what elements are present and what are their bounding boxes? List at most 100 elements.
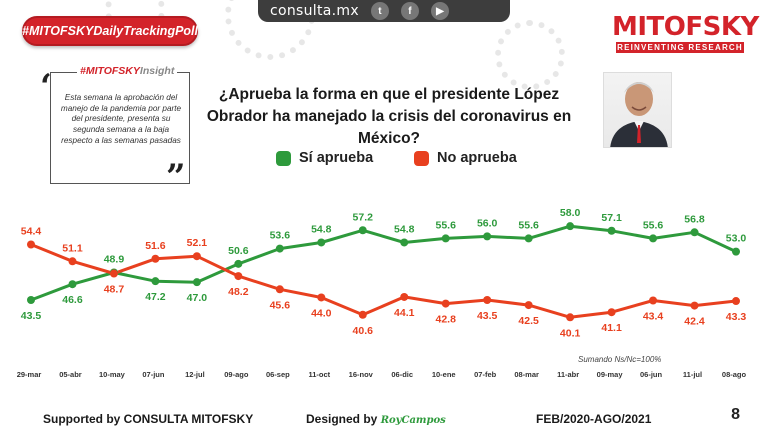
x-tick-label: 06-dic [391,370,413,379]
data-point-disapprove [607,308,616,317]
approval-line-chart: 43.5 46.6 48.9 47.2 47.0 50.6 53.6 54.8 57.2 54.8… [17,207,747,379]
x-tick-label: 08-mar [514,370,539,379]
insight-box: #MITOFSKYInsight Esta semana la aprobaci… [50,65,190,184]
data-point-approve [68,280,77,289]
data-point-disapprove [690,301,699,310]
x-tick-label: 09-ago [224,370,249,379]
insight-title: #MITOFSKYInsight [77,65,178,77]
data-label-disapprove: 40.1 [560,327,581,339]
data-point-disapprove [27,240,35,249]
data-point-disapprove [483,296,492,304]
data-label-approve: 53.0 [726,233,747,245]
data-point-disapprove [151,254,160,263]
brand-tagline: REINVENTING RESEARCH [616,42,744,53]
series-line-disapprove [30,243,737,319]
data-label-approve: 47.0 [187,292,208,304]
x-tick-label: 07-jun [142,370,165,379]
brand-name: MITOFSKY [612,12,759,42]
data-point-disapprove [109,269,118,278]
data-label-approve: 55.6 [643,219,664,231]
data-label-approve: 54.8 [394,223,415,235]
chart-title: ¿Aprueba la forma en que el presidente L… [206,86,572,147]
data-point-disapprove [441,299,450,308]
data-label-approve: 43.5 [21,310,42,322]
data-label-disapprove: 42.5 [518,315,539,327]
data-point-approve [441,234,450,243]
data-point-disapprove [192,252,201,261]
data-label-approve: 55.6 [518,219,539,231]
data-label-disapprove: 44.0 [311,307,332,319]
data-label-disapprove: 40.6 [353,325,374,337]
x-tick-label: 16-nov [349,370,374,379]
legend-label-disapprove: No aprueba [437,150,517,166]
youtube-icon[interactable]: ▶ [430,2,449,20]
site-link[interactable]: consulta.mx [270,3,359,19]
data-point-approve [690,228,699,237]
data-label-approve: 50.6 [228,245,249,257]
footer-period: FEB/2020-AGO/2021 [536,412,652,426]
data-point-approve [566,222,575,231]
data-label-disapprove: 42.4 [684,316,705,328]
data-point-approve [524,234,533,243]
x-tick-label: 06-jun [640,370,663,379]
x-tick-label: 11-abr [557,370,579,379]
data-label-disapprove: 43.4 [643,311,664,323]
x-tick-label: 11-jul [683,370,702,379]
quote-close-icon: ” [166,157,186,197]
facebook-icon[interactable]: f [400,2,419,20]
footer-supported: Supported by CONSULTA MITOFSKY [43,412,254,426]
data-point-disapprove [566,313,575,322]
x-tick-label: 07-feb [474,370,497,379]
data-label-disapprove: 52.1 [187,237,208,249]
top-bar: consulta.mx t f ▶ [258,0,510,22]
data-label-approve: 58.0 [560,207,581,219]
data-label-disapprove: 48.7 [104,284,125,296]
data-label-disapprove: 41.1 [601,322,622,334]
data-label-approve: 53.6 [270,230,291,242]
data-label-approve: 48.9 [104,254,125,266]
data-label-approve: 57.2 [353,211,374,223]
data-label-approve: 46.6 [62,294,83,306]
data-label-approve: 56.8 [684,213,705,225]
data-label-approve: 47.2 [145,291,166,303]
x-tick-label: 05-abr [59,370,82,379]
data-label-disapprove: 48.2 [228,286,249,298]
legend-label-approve: Sí aprueba [299,150,374,166]
x-tick-label: 08-ago [722,370,747,379]
legend-swatch-approve [276,150,291,166]
data-label-approve: 57.1 [601,212,622,224]
data-label-approve: 55.6 [435,219,456,231]
brand-logo: MITOFSKY REINVENTING RESEARCH [612,12,759,53]
legend-disapprove: No aprueba [414,150,517,166]
data-point-approve [192,278,201,287]
page-number: 8 [731,406,740,423]
x-tick-label: 11-oct [308,370,330,379]
data-point-disapprove [649,296,658,305]
data-point-approve [275,244,284,253]
legend-approve: Sí aprueba [276,150,373,166]
data-label-disapprove: 43.5 [477,310,498,322]
data-point-disapprove [275,285,284,294]
data-point-approve [234,259,243,268]
data-label-disapprove: 51.6 [145,240,166,252]
data-label-disapprove: 45.6 [270,299,291,311]
data-point-approve [317,238,326,247]
data-label-disapprove: 42.8 [435,314,456,326]
x-tick-label: 10-ene [432,370,456,379]
data-label-approve: 54.8 [311,223,332,235]
data-point-disapprove [234,272,243,281]
data-label-disapprove: 44.1 [394,307,415,319]
data-label-approve: 56.0 [477,217,498,229]
data-point-disapprove [358,310,367,319]
x-tick-label: 06-sep [266,370,290,379]
data-point-disapprove [524,301,533,310]
x-tick-label: 09-may [597,370,624,379]
data-label-disapprove: 54.4 [21,226,42,238]
twitter-icon[interactable]: t [370,2,389,20]
tracking-poll-tag: #MITOFSKYDailyTrackingPoll [22,16,198,46]
data-point-disapprove [317,293,326,302]
data-label-disapprove: 51.1 [62,242,83,254]
data-point-disapprove [400,292,409,301]
data-point-approve [358,226,367,235]
legend-swatch-disapprove [414,150,429,166]
